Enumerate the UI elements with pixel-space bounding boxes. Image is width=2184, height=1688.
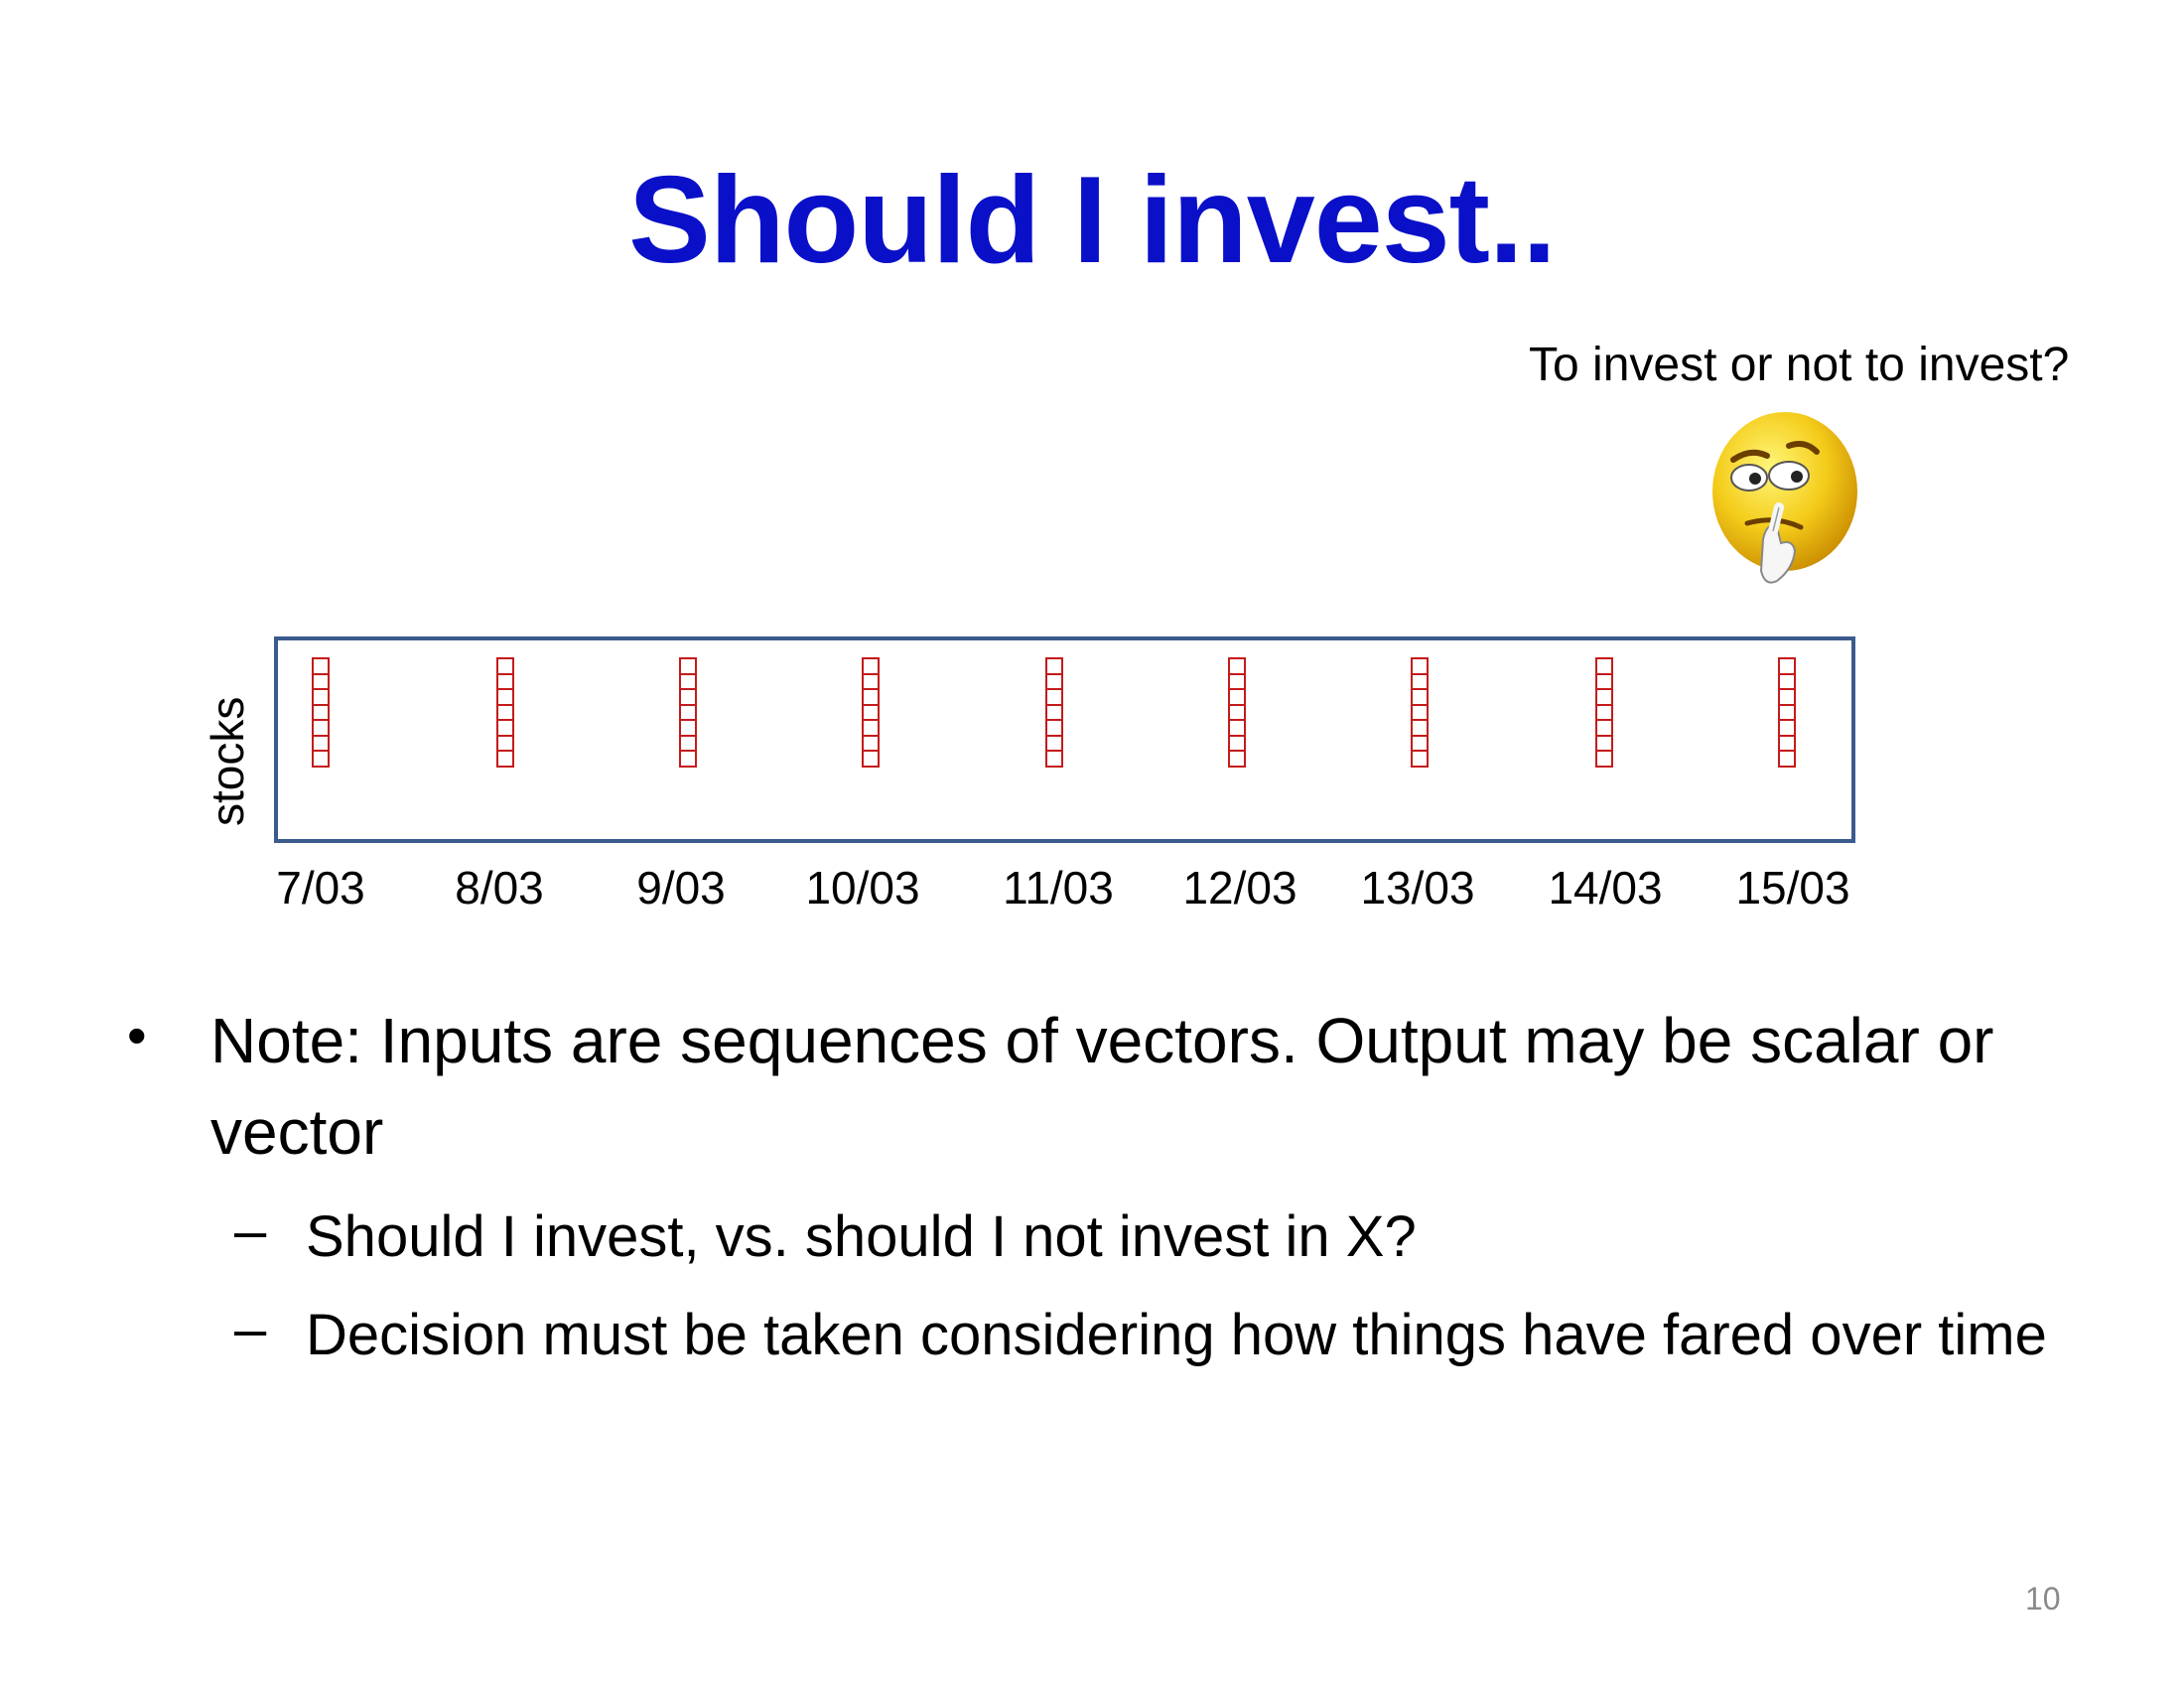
date-label: 10/03	[805, 862, 920, 914]
input-vector	[862, 657, 880, 768]
page-number: 10	[2025, 1581, 2061, 1617]
date-label: 14/03	[1548, 862, 1663, 914]
date-label: 13/03	[1360, 862, 1475, 914]
sub-bullet-marker: –	[234, 1198, 267, 1263]
sub-bullet-text: Should I invest, vs. should I not invest…	[306, 1204, 1417, 1269]
vector-cell	[1228, 750, 1246, 768]
sequence-frame	[274, 636, 1855, 843]
date-label: 12/03	[1182, 862, 1297, 914]
vector-cell	[496, 750, 514, 768]
vector-cell	[1595, 750, 1613, 768]
vector-cell	[679, 750, 697, 768]
bullet-marker: •	[127, 1004, 147, 1066]
sub-bullet-text: Decision must be taken considering how t…	[306, 1303, 2047, 1367]
input-vector	[1595, 657, 1613, 768]
input-vector	[1778, 657, 1796, 768]
date-label: 9/03	[636, 862, 726, 914]
input-vector	[496, 657, 514, 768]
sub-bullet-marker: –	[234, 1297, 267, 1361]
input-vector	[312, 657, 330, 768]
slide-title: Should I invest..	[628, 152, 1557, 289]
date-label: 7/03	[276, 862, 365, 914]
bullet-text: Note: Inputs are sequences of vectors. O…	[210, 1005, 1994, 1168]
vector-cell	[862, 750, 880, 768]
date-label: 8/03	[455, 862, 544, 914]
input-vector	[1228, 657, 1246, 768]
input-vector	[1411, 657, 1429, 768]
vector-cell	[1411, 750, 1429, 768]
date-label: 15/03	[1735, 862, 1850, 914]
input-vector	[1045, 657, 1063, 768]
thinking-face-icon	[1712, 412, 1857, 584]
input-vector	[679, 657, 697, 768]
caption-text: To invest or not to invest?	[1529, 339, 2070, 391]
vector-cell	[1045, 750, 1063, 768]
date-label: 11/03	[1003, 862, 1114, 914]
vector-cell	[312, 750, 330, 768]
vector-cell	[1778, 750, 1796, 768]
y-axis-label: stocks	[202, 696, 253, 826]
